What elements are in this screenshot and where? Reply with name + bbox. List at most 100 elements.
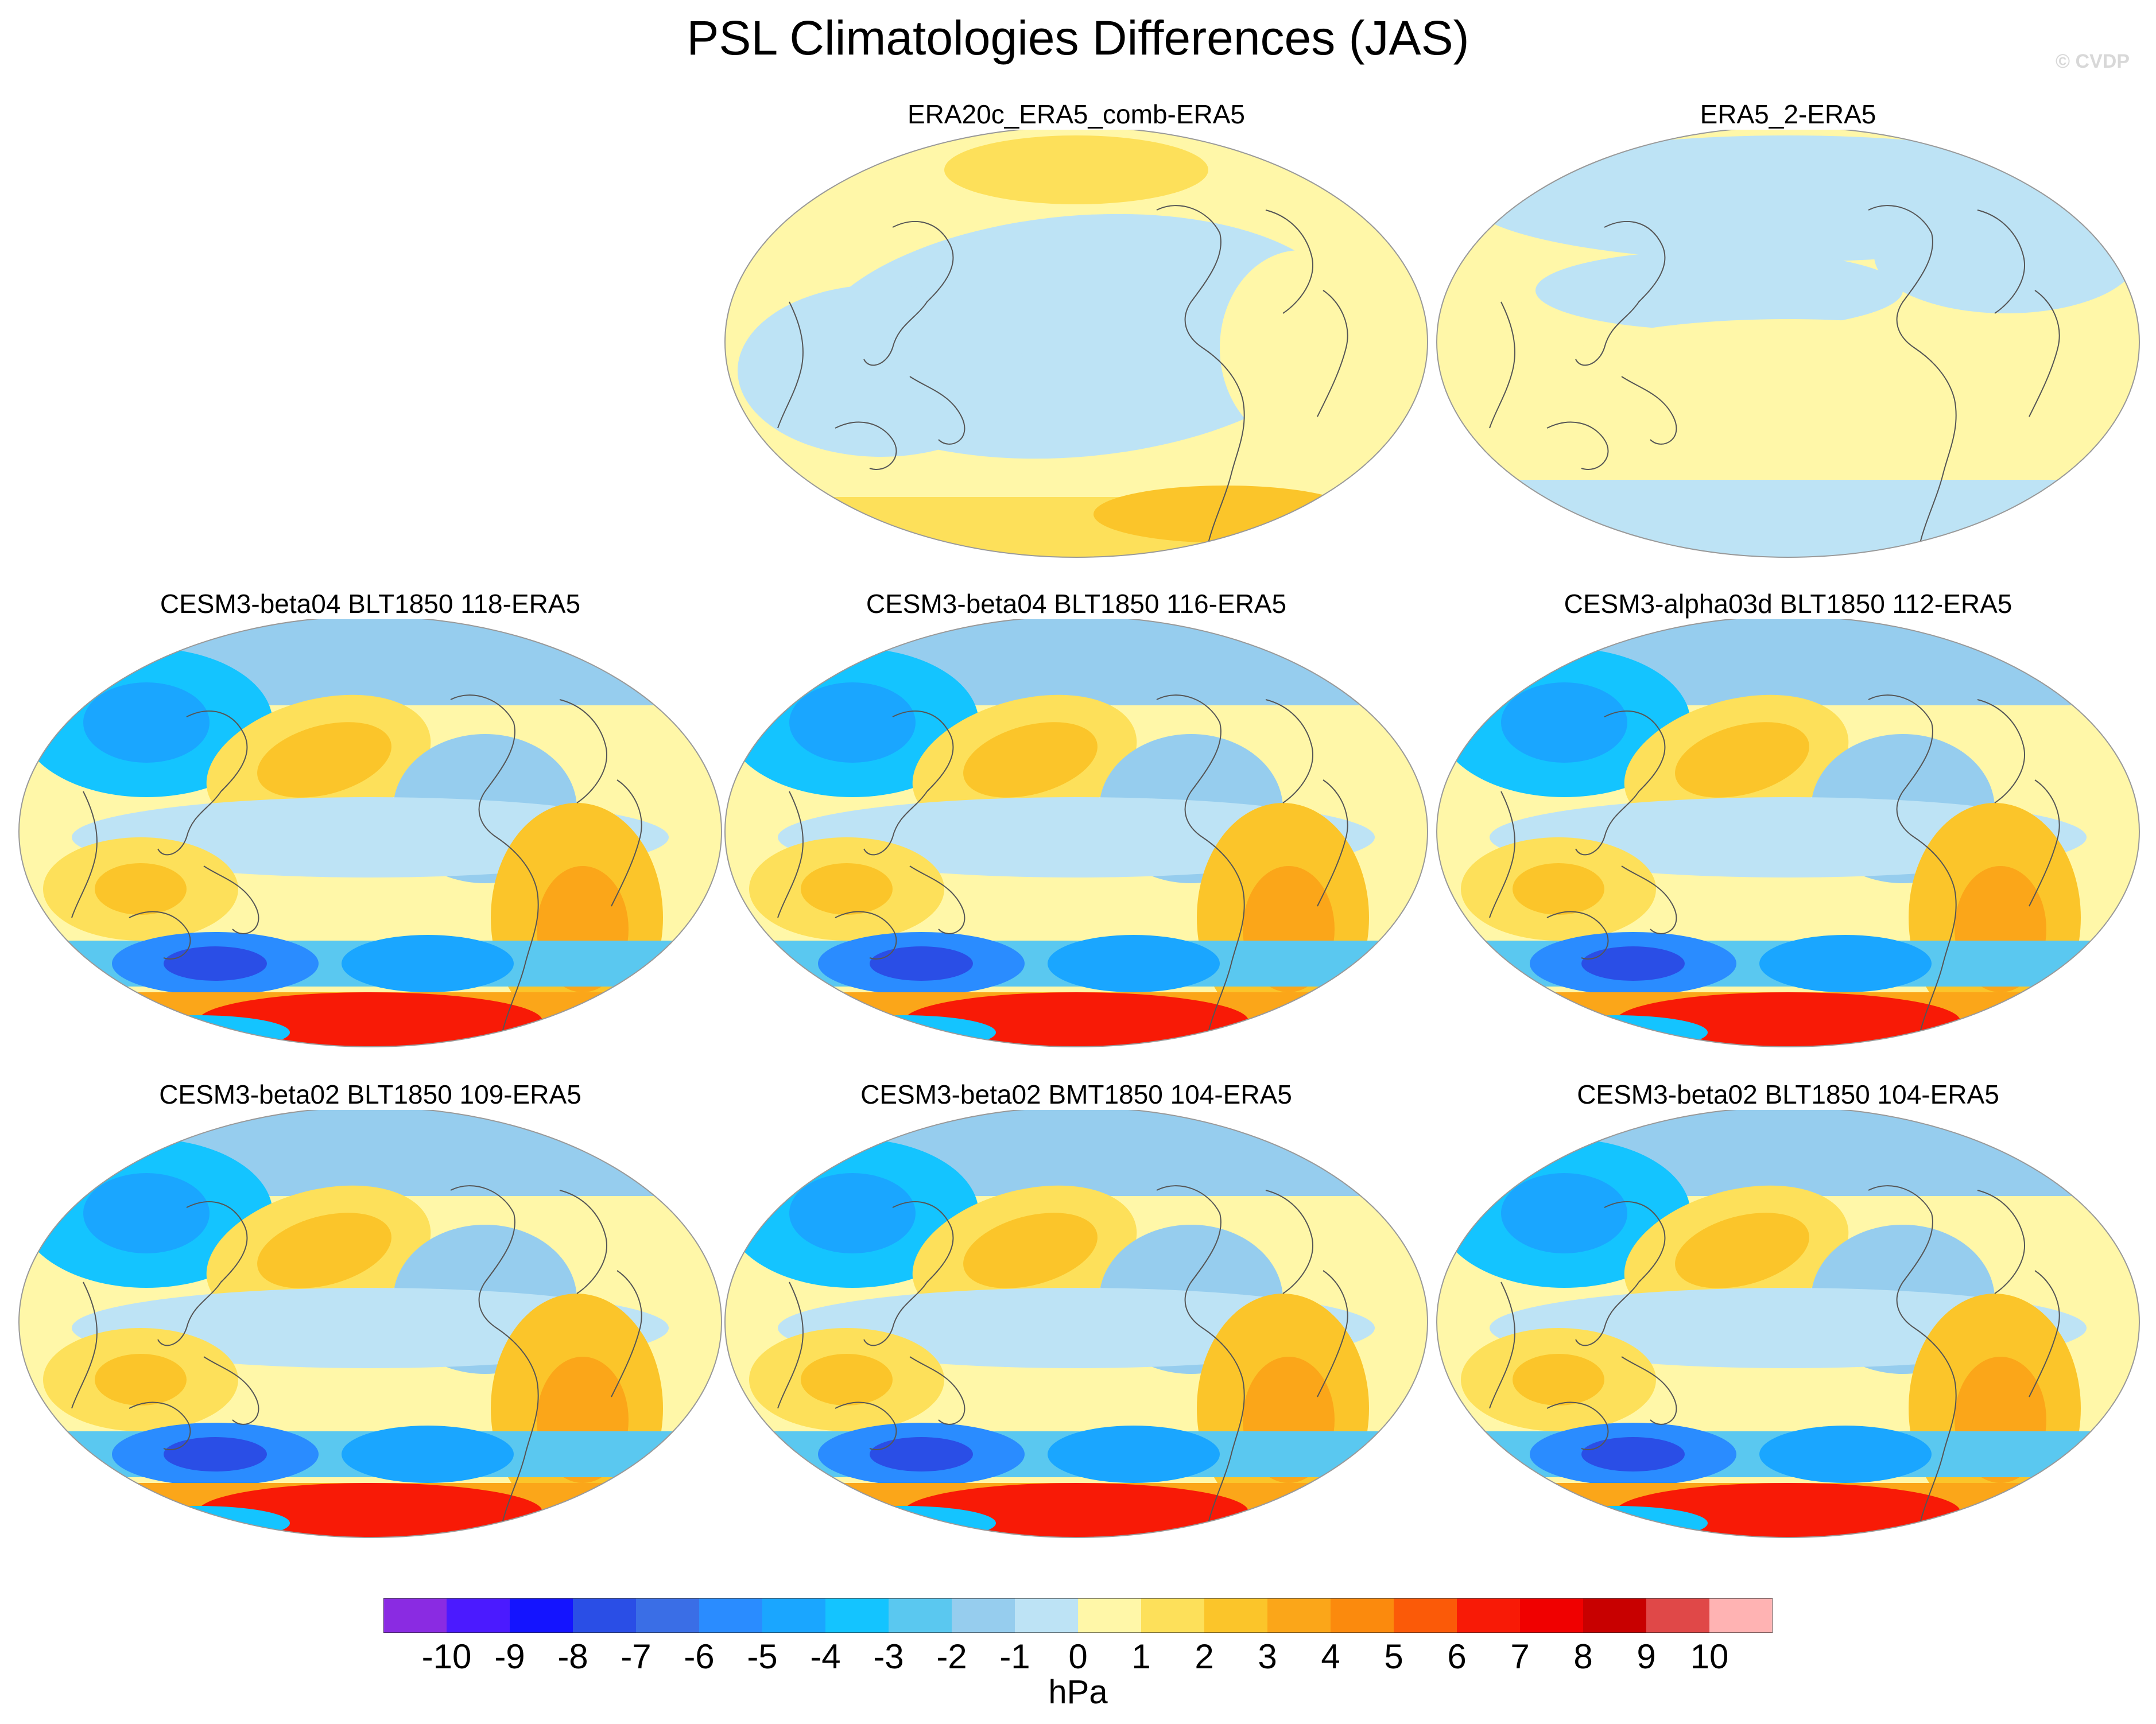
coastline-1 [203, 1356, 259, 1425]
field-band-southern [725, 497, 1428, 557]
map-border [18, 1110, 722, 1538]
map-panel: CESM3-beta04 BLT1850 116-ERA5 [720, 588, 1432, 1065]
field-region-indian-core [801, 863, 893, 915]
field-region-south-low-2 [1759, 1426, 1932, 1483]
panel-title: CESM3-beta04 BLT1850 116-ERA5 [866, 589, 1287, 619]
coastline-1 [909, 376, 965, 445]
field-region-antarctic-low [106, 1015, 290, 1047]
field-region-asia-core [789, 682, 916, 763]
colorbar-tick-label: -4 [810, 1637, 841, 1676]
colorbar-tick-label: 9 [1637, 1637, 1656, 1676]
colorbar-swatch [383, 1598, 447, 1633]
map-plot [18, 619, 722, 1047]
coastline-2 [835, 911, 897, 960]
colorbar-tick-label: 6 [1447, 1637, 1467, 1676]
panel-title: CESM3-alpha03d BLT1850 112-ERA5 [1564, 589, 2012, 619]
map-panel: CESM3-beta04 BLT1850 118-ERA5 [14, 588, 726, 1065]
coastline-1 [909, 865, 965, 934]
field-region-mid [1570, 319, 2006, 399]
map-plot [1436, 1110, 2140, 1538]
field-region-south-low-2 [1759, 935, 1932, 992]
field-region-asia-core [83, 682, 210, 763]
colorbar-tick-label: -3 [873, 1637, 904, 1676]
field-region-indian-core [95, 863, 187, 915]
figure-title: PSL Climatologies Differences (JAS) [687, 11, 1469, 65]
coastline-0 [863, 1201, 954, 1346]
colorbar-swatch [1583, 1598, 1647, 1633]
map-panel: CESM3-beta02 BMT1850 104-ERA5 [720, 1079, 1432, 1555]
coastline-5 [1489, 791, 1515, 918]
watermark: © CVDP [2056, 51, 2130, 72]
colorbar-tick-label: -5 [747, 1637, 778, 1676]
field-region-antarctic-low [812, 1015, 996, 1047]
colorbar-swatch [1204, 1598, 1268, 1633]
field-region-south-low-1-core [164, 1437, 267, 1471]
map-panel: ERA5_2-ERA5 [1432, 99, 2144, 575]
field-region-south-low-1-core [164, 946, 267, 981]
field-region-south-low-1-core [870, 1437, 973, 1471]
coastline-3 [1868, 1185, 1957, 1524]
field-region-asia-core [789, 1173, 916, 1253]
field-region-atlantic [1220, 250, 1381, 445]
colorbar-tick-label: 5 [1384, 1637, 1403, 1676]
field-region-indian-core [801, 1354, 893, 1405]
coastline-2 [1546, 421, 1609, 470]
colorbar [383, 1598, 1773, 1633]
field-region-npac-high-core [1675, 722, 1809, 798]
coastline-0 [1575, 1201, 1666, 1346]
colorbar-swatch [1331, 1598, 1394, 1633]
map-border [724, 130, 1428, 558]
coastline-6 [1317, 779, 1348, 907]
colorbar-swatch [1457, 1598, 1521, 1633]
field-region-arctic [944, 135, 1208, 204]
field-region-indian [738, 285, 1025, 457]
colorbar-tick-label: 7 [1510, 1637, 1530, 1676]
colorbar-swatch [1646, 1598, 1710, 1633]
field-region-south-low-1-core [1581, 1437, 1685, 1471]
field-region-tropics [1535, 250, 1903, 331]
panel-title: CESM3-beta04 BLT1850 118-ERA5 [160, 589, 581, 619]
coastline-4 [559, 1190, 607, 1294]
coastline-2 [835, 421, 897, 470]
map-plot [1436, 130, 2140, 558]
field-region-npac-high-core [1675, 1213, 1809, 1288]
field-region-npac-high-core [257, 722, 391, 798]
colorbar-swatch [1141, 1598, 1205, 1633]
colorbar-swatch [1078, 1598, 1142, 1633]
coastline-6 [611, 1270, 642, 1397]
coastline-1 [1621, 376, 1677, 445]
coastline-3 [450, 1185, 539, 1524]
coastline-3 [1868, 694, 1957, 1033]
coastline-4 [1265, 699, 1313, 803]
colorbar-tick-label: -8 [557, 1637, 588, 1676]
colorbar-swatch [889, 1598, 952, 1633]
map-border [1436, 619, 2140, 1047]
colorbar-tick-label: -2 [936, 1637, 967, 1676]
colorbar-swatch [952, 1598, 1015, 1633]
map-border [724, 619, 1428, 1047]
coastline-0 [863, 710, 954, 856]
field-region-npac-high-core [963, 1213, 1098, 1288]
panel-title: ERA20c_ERA5_comb-ERA5 [907, 99, 1246, 129]
coastline-5 [71, 1282, 98, 1409]
coastline-0 [1575, 221, 1666, 366]
field-region-asia-core [1501, 1173, 1627, 1253]
field-region-npac-high-core [963, 722, 1098, 798]
coastline-4 [559, 699, 607, 803]
coastline-6 [611, 779, 642, 907]
colorbar-tick-label: -1 [999, 1637, 1030, 1676]
colorbar-tick-label: 10 [1690, 1637, 1729, 1676]
map-plot [18, 1110, 722, 1538]
coastline-5 [71, 791, 98, 918]
map-border [724, 1110, 1428, 1538]
map-panel: CESM3-beta02 BLT1850 104-ERA5 [1432, 1079, 2144, 1555]
coastline-6 [1317, 1270, 1348, 1397]
coastline-3 [1156, 1185, 1245, 1524]
colorbar-tick-label: -10 [421, 1637, 472, 1676]
field-region-south-low-1-core [870, 946, 973, 981]
coastline-2 [1546, 911, 1609, 960]
coastline-0 [1575, 710, 1666, 856]
coastline-6 [1317, 290, 1348, 417]
coastline-4 [1977, 699, 2025, 803]
colorbar-tick-label: 8 [1573, 1637, 1593, 1676]
